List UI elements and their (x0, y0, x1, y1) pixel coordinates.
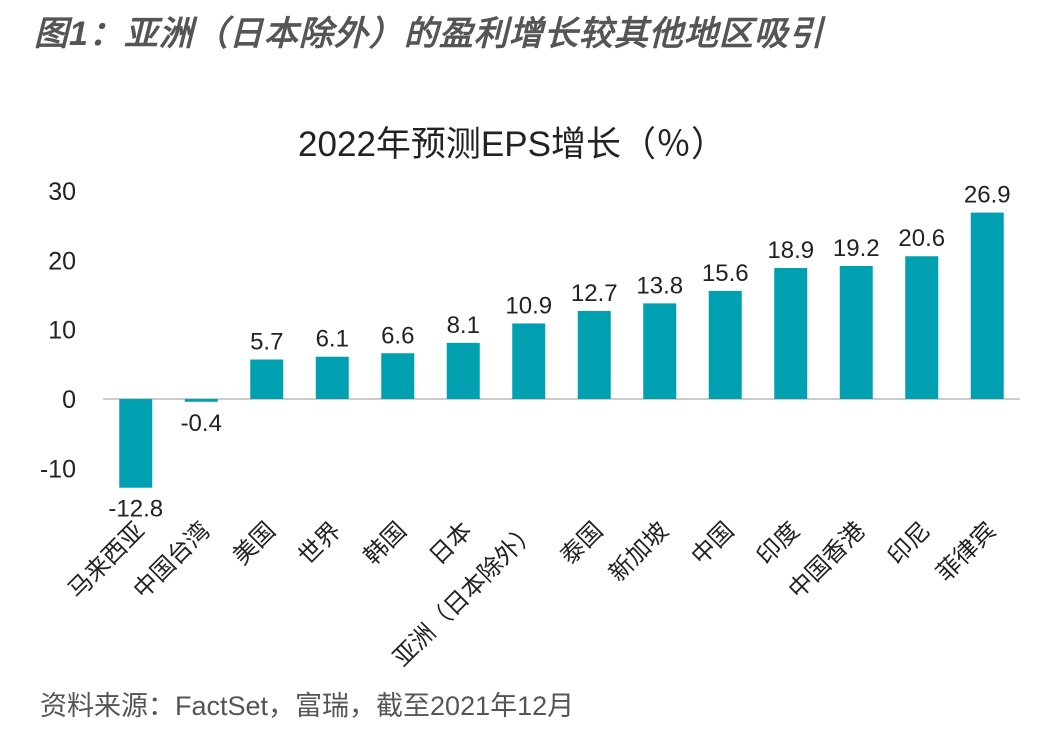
figure-title: 图1：亚洲（日本除外）的盈利增长较其他地区吸引 (34, 15, 824, 53)
data-label: 6.1 (316, 326, 349, 353)
data-label: -12.8 (108, 496, 163, 523)
category-label: 中国 (686, 517, 739, 570)
bar (577, 310, 611, 399)
data-label: 18.9 (767, 237, 814, 264)
data-labels-group: -12.8 -0.4 5.7 6.1 6.6 8.1 10.9 12.7 13.8 15.6 18.… (108, 182, 1010, 523)
category-label: 世界 (293, 517, 346, 570)
chart-title: 2022年预测EPS增长（％） (298, 125, 726, 164)
y-axis: 30 20 10 0 -10 (40, 178, 76, 483)
y-tick-label: 20 (48, 247, 76, 275)
bar (512, 323, 546, 399)
data-label: 5.7 (250, 328, 283, 355)
category-label: 印尼 (883, 517, 936, 570)
data-label: 12.7 (571, 280, 618, 307)
data-label: 13.8 (636, 272, 683, 299)
y-tick-label: -10 (40, 455, 76, 483)
data-label: 8.1 (447, 312, 480, 339)
bar (381, 353, 415, 399)
y-tick-label: 0 (62, 386, 76, 414)
y-tick-label: 10 (48, 317, 76, 345)
data-label: 6.6 (381, 322, 414, 349)
bar (315, 356, 349, 399)
bar (643, 303, 677, 399)
data-label: 20.6 (898, 225, 945, 252)
bar (905, 256, 939, 399)
data-label: 19.2 (833, 235, 880, 262)
category-label: 泰国 (555, 517, 608, 570)
source-note: 资料来源：FactSet，富瑞，截至2021年12月 (40, 691, 575, 721)
bar (708, 290, 742, 399)
bar (970, 212, 1004, 399)
bar (446, 342, 480, 399)
data-label: 10.9 (505, 292, 552, 319)
data-label: 26.9 (964, 182, 1011, 209)
bar (184, 399, 218, 402)
category-label: 新加坡 (604, 517, 674, 587)
bar (774, 268, 808, 399)
bar (250, 359, 284, 399)
category-label: 印度 (752, 517, 805, 570)
category-label: 日本 (424, 517, 477, 570)
category-label: 韩国 (359, 517, 412, 570)
bars-group (119, 212, 1004, 488)
bar (119, 399, 153, 488)
data-label: 15.6 (702, 260, 749, 287)
y-tick-label: 30 (48, 178, 76, 206)
data-label: -0.4 (181, 410, 222, 437)
category-label: 美国 (228, 517, 281, 570)
bar-chart: 2022年预测EPS增长（％） 30 20 10 0 -10 -12.8 -0.4 5.7 6… (40, 125, 1020, 672)
bar (839, 265, 873, 399)
category-label: 菲律宾 (931, 517, 1001, 587)
